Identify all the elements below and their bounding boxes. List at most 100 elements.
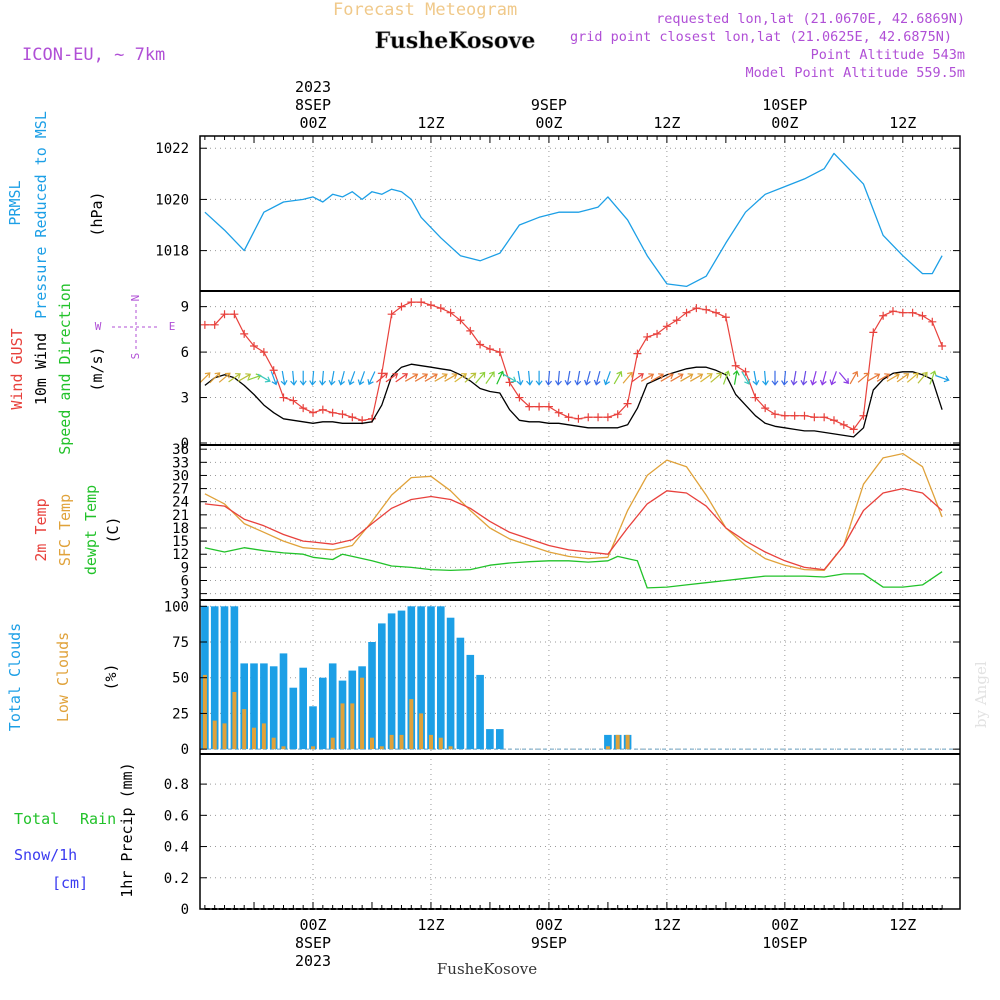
wind-arrow <box>395 373 409 383</box>
gust-marker <box>210 320 219 329</box>
gust-marker <box>279 393 288 402</box>
wind-arrow <box>722 370 731 385</box>
data-layer <box>199 152 960 910</box>
wind-arrow <box>762 370 769 386</box>
precip-unit: 1hr Precip (mm) <box>118 762 136 897</box>
gust-marker <box>702 305 711 314</box>
gust-marker <box>928 317 937 326</box>
total-cloud-label: Total Clouds <box>6 623 24 731</box>
wind-arrow <box>338 370 345 386</box>
total-cloud-bar <box>368 642 376 750</box>
gust-label: Wind GUST <box>8 328 26 409</box>
time-label-bottom: 00Z <box>299 916 326 934</box>
wind-arrow <box>385 373 399 383</box>
y-tick-label: 75 <box>172 635 189 651</box>
wind-arrow <box>554 370 562 386</box>
total-cloud-bar <box>417 606 425 750</box>
wind-arrow <box>752 370 760 386</box>
wind-arrow <box>434 373 448 382</box>
y-tick-label: 0.4 <box>164 840 189 856</box>
total-cloud-bar <box>427 606 435 750</box>
dewpt-label: dewpt Temp <box>82 485 100 575</box>
y-tick-label: 9 <box>181 560 189 576</box>
gust-line <box>204 301 943 430</box>
gust-marker <box>574 414 583 423</box>
wind-arrow <box>732 370 740 385</box>
wind-arrow <box>781 370 789 386</box>
low-cloud-bar <box>271 737 276 750</box>
wind-arrow <box>670 373 684 382</box>
time-label-bottom: 12Z <box>889 916 916 934</box>
low-cloud-bar <box>399 734 404 750</box>
temp-label: 2m Temp <box>32 498 50 561</box>
low-cloud-bar <box>261 723 266 750</box>
wind-arrow <box>270 371 279 386</box>
gust-marker <box>790 411 799 420</box>
gust-marker <box>594 413 603 422</box>
grid-layer <box>200 136 960 910</box>
y-tick-label: 1020 <box>155 192 189 208</box>
wind-arrow <box>218 372 231 383</box>
time-label-bottom: 00Z <box>771 916 798 934</box>
low-cloud-bar <box>330 737 335 750</box>
wind-arrow <box>309 370 317 386</box>
sfc-temp-line <box>204 452 943 572</box>
gust-marker <box>692 304 701 313</box>
gust-marker <box>348 413 357 422</box>
y-tick-label: 3 <box>181 587 189 603</box>
wind-arrow <box>849 370 859 385</box>
wind-arrow <box>929 370 937 385</box>
time-label-bottom: 00Z <box>535 916 562 934</box>
low-cloud-bar <box>605 746 610 750</box>
gust-marker <box>908 308 917 317</box>
y-tick-label: 18 <box>172 521 189 537</box>
wind-arrow <box>622 371 633 384</box>
wind-arrow <box>257 373 271 383</box>
wind-arrow <box>237 373 252 382</box>
precip-snow-label: Snow/1h <box>14 846 77 864</box>
total-cloud-bar <box>378 623 386 750</box>
wind-arrow <box>503 373 517 383</box>
closest-coordinates: grid point closest lon,lat (21.0625E, 42… <box>570 29 952 45</box>
wind-arrow <box>866 373 881 382</box>
low-cloud-bar <box>252 727 256 750</box>
y-tick-label: 1018 <box>155 244 189 260</box>
y-tick-label: 100 <box>164 599 189 615</box>
time-label-top: 12Z <box>889 114 916 132</box>
wind-arrow <box>347 371 356 386</box>
low-cloud-bar <box>202 674 207 750</box>
total-cloud-bar <box>466 654 475 750</box>
gust-marker <box>603 413 612 422</box>
y-tick-label: 0.2 <box>164 871 189 887</box>
wind-arrow <box>526 370 534 386</box>
y-tick-label: 50 <box>172 671 189 687</box>
pressure-label: PRMSL <box>6 180 24 225</box>
temp-2m-line <box>204 487 943 571</box>
precip-total-label: Total <box>14 810 59 828</box>
gust-marker <box>879 311 888 320</box>
compass-w: W <box>95 320 102 333</box>
wind-arrow <box>660 373 674 382</box>
gust-marker <box>535 402 544 411</box>
gust-marker <box>662 322 671 331</box>
gust-marker <box>820 413 829 422</box>
faded-title: Forecast Meteogram <box>333 0 517 20</box>
wind-arrow <box>367 371 376 386</box>
wind-arrow <box>496 370 505 385</box>
time-label-top: 00Z <box>299 114 326 132</box>
gust-marker <box>672 316 681 325</box>
gust-marker <box>918 311 927 320</box>
total-cloud-bar <box>279 653 288 750</box>
wind-arrow <box>464 372 477 383</box>
wind-unit: (m/s) <box>88 346 106 391</box>
gust-marker <box>780 411 789 420</box>
wind-arrow <box>631 373 644 383</box>
gust-marker <box>731 361 740 370</box>
temp-unit: (C) <box>104 516 122 543</box>
total-cloud-bar <box>496 729 504 750</box>
gust-marker <box>869 328 878 337</box>
precip-cm-label: [cm] <box>52 874 88 892</box>
time-label-top: 12Z <box>653 114 680 132</box>
low-cloud-bar <box>625 734 630 750</box>
